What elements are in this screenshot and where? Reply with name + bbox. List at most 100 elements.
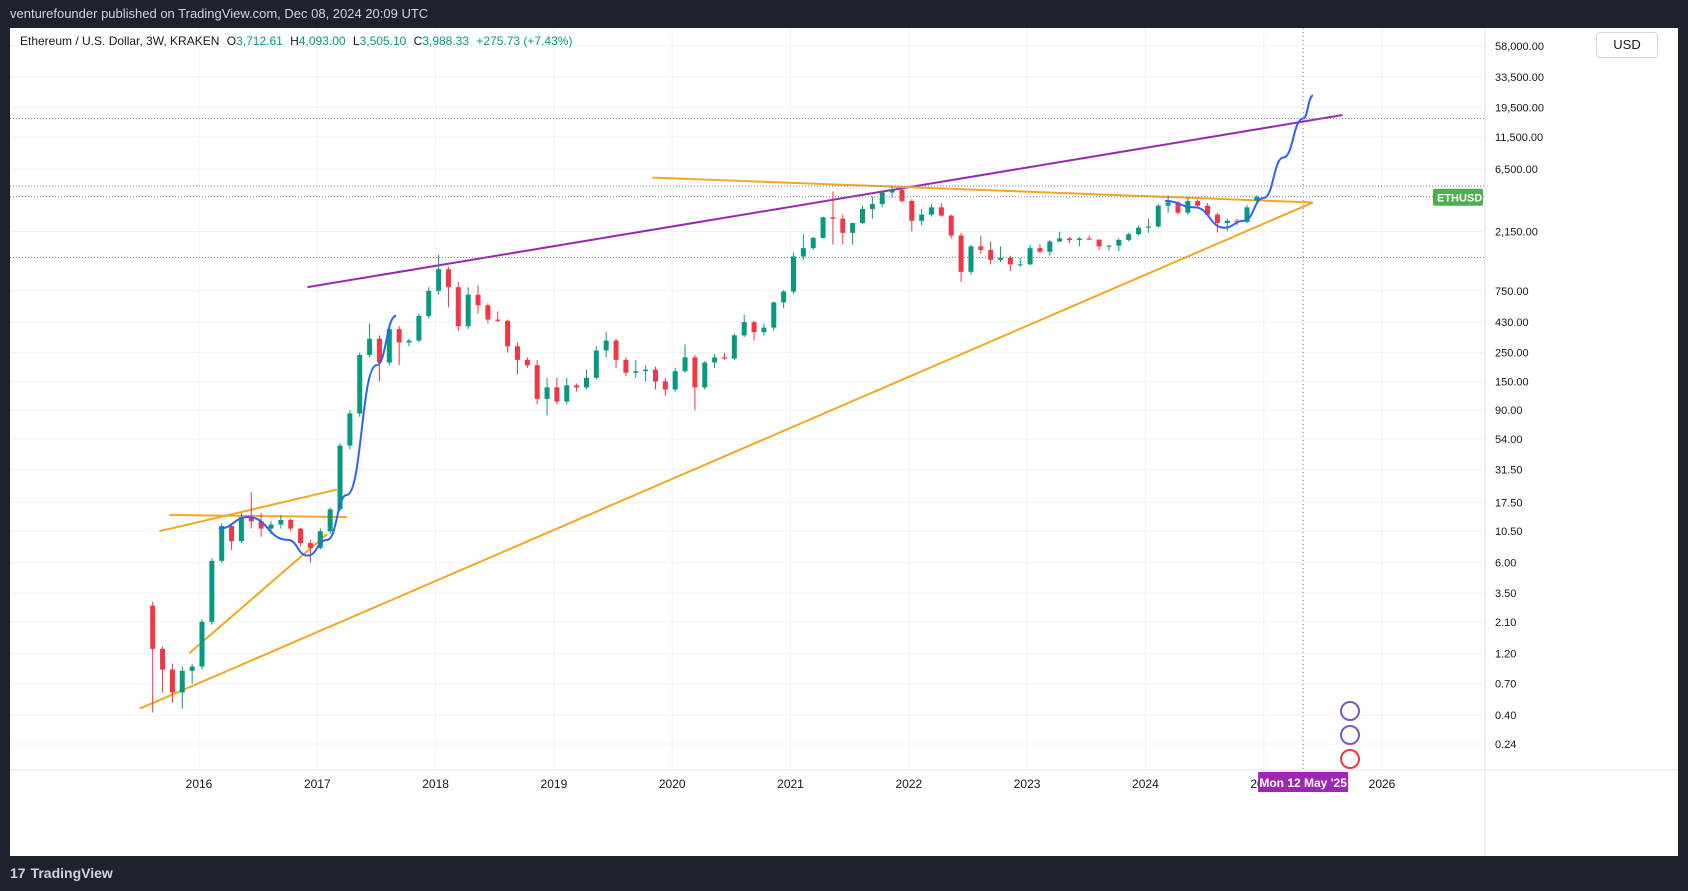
candle-body [593, 350, 599, 378]
y-tick-label: 0.40 [1495, 710, 1516, 722]
trendline [188, 533, 328, 655]
candle-body [771, 302, 777, 328]
symbol-tag: ETHUSD [1437, 193, 1482, 205]
candle-body [1106, 245, 1112, 247]
x-tick-label: 2018 [422, 777, 449, 791]
candle-body [475, 294, 481, 306]
candle-body [978, 246, 984, 250]
candle-body [534, 365, 540, 399]
trendline [159, 488, 338, 533]
symbol-name: Ethereum / U.S. Dollar, 3W, KRAKEN [20, 34, 220, 48]
candle-body [662, 381, 668, 390]
candle-body [988, 249, 994, 260]
candle-body [1027, 248, 1033, 265]
candle-body [199, 621, 205, 667]
low-label: L [352, 34, 360, 48]
candle-body [879, 192, 885, 205]
candle-body [751, 322, 757, 333]
x-tick-label: 2023 [1014, 777, 1041, 791]
candle-body [1126, 234, 1132, 240]
candle-body [248, 517, 254, 522]
candle-body [603, 340, 609, 351]
side-icons [1340, 701, 1360, 769]
candle-body [238, 517, 244, 542]
candle-body [1195, 200, 1201, 206]
candle-body [219, 526, 225, 561]
candle-body [830, 217, 836, 219]
candle-body [791, 256, 796, 292]
candle-body [317, 531, 323, 548]
currency-button[interactable]: USD [1596, 32, 1658, 58]
flag-icon[interactable] [1340, 749, 1360, 769]
candle-body [209, 560, 215, 622]
candle-body [406, 340, 412, 343]
candle-body [761, 327, 767, 333]
candle-body [583, 377, 589, 388]
candle-body [869, 204, 875, 210]
x-tick-label: 2026 [1369, 777, 1396, 791]
crosshair-date-bg [1258, 772, 1349, 792]
candle-body [455, 287, 461, 327]
y-tick-label: 58,000.00 [1495, 41, 1544, 53]
candle-body [278, 520, 284, 525]
y-tick-label: 0.24 [1495, 739, 1516, 751]
candle-body [505, 320, 511, 347]
candle-body [1165, 202, 1171, 206]
candle-body [1145, 226, 1151, 228]
y-tick-label: 54.00 [1495, 434, 1523, 446]
candle-body [1155, 205, 1161, 227]
y-tick-label: 150.00 [1495, 376, 1529, 388]
candle-body [445, 269, 451, 288]
candle-body [919, 214, 925, 221]
grid [10, 28, 1485, 770]
candle-body [741, 322, 747, 336]
open-value: 3,712.61 [236, 34, 283, 48]
candle-body [416, 315, 422, 341]
open-label: O [226, 34, 237, 48]
candles [150, 185, 1260, 713]
candle-body [544, 387, 550, 399]
candle-body [998, 257, 1004, 260]
tradingview-mark-icon: 17 [10, 865, 26, 881]
candle-body [1057, 238, 1063, 242]
candle-body [1076, 238, 1082, 240]
y-tick-label: 19,500.00 [1495, 102, 1544, 114]
y-tick-label: 750.00 [1495, 286, 1529, 298]
candle-body [810, 237, 816, 249]
bolt-icon[interactable] [1340, 725, 1360, 745]
candle-body [1067, 238, 1073, 240]
candle-body [702, 362, 708, 388]
trendline [169, 514, 347, 519]
y-tick-label: 17.50 [1495, 497, 1523, 509]
trendline [652, 176, 1314, 204]
sparkle-icon[interactable] [1340, 701, 1360, 721]
x-tick-label: 2020 [659, 777, 686, 791]
candle-body [721, 357, 727, 359]
x-tick-label: 2019 [541, 777, 568, 791]
brand-name: TradingView [30, 865, 113, 881]
candle-body [1224, 220, 1230, 223]
candle-body [1086, 238, 1092, 240]
time-axis: 2016201720182019202020212022202320242025… [10, 769, 1678, 792]
candle-body [850, 222, 856, 233]
x-tick-label: 2021 [777, 777, 804, 791]
candle-body [169, 669, 175, 693]
candle-body [1234, 220, 1240, 222]
candle-body [1017, 264, 1023, 266]
change-value: +275.73 (+7.43%) [476, 34, 573, 48]
price-chart[interactable]: 15,937.914,822.221,358.043,988.3314d 4hE… [10, 28, 1678, 856]
tradingview-logo[interactable]: 17 TradingView [10, 856, 113, 891]
curve [218, 314, 397, 557]
y-tick-label: 6.00 [1495, 558, 1516, 570]
candle-body [367, 338, 373, 355]
candle-body [150, 605, 156, 649]
candle-body [554, 387, 560, 402]
candle-body [800, 248, 806, 257]
candle-body [347, 413, 353, 446]
candle-body [376, 338, 382, 363]
crosshair-date-label: Mon 12 May '25 [1259, 776, 1347, 790]
candle-body [1244, 207, 1250, 222]
candle-body [189, 666, 195, 671]
chart-area[interactable]: 15,937.914,822.221,358.043,988.3314d 4hE… [10, 28, 1678, 856]
y-tick-label: 90.00 [1495, 405, 1523, 417]
